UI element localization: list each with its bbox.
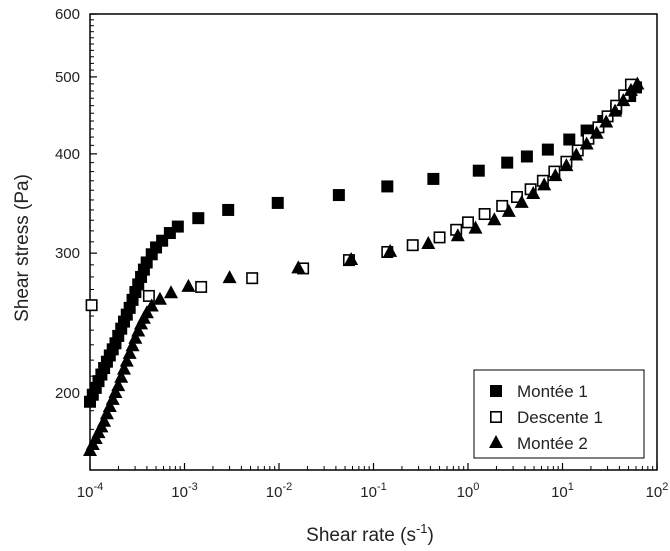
square-marker bbox=[120, 308, 133, 321]
open-square-marker bbox=[406, 239, 419, 252]
triangle-marker bbox=[569, 147, 584, 161]
square-marker bbox=[427, 172, 440, 185]
triangle-marker bbox=[468, 220, 483, 234]
legend-label: Descente 1 bbox=[517, 408, 603, 427]
series-filled-square bbox=[84, 81, 643, 408]
triangle-marker bbox=[122, 345, 137, 359]
y-tick-labels: 200 300 400 500 600 bbox=[55, 6, 80, 402]
y-tick-label: 400 bbox=[55, 146, 80, 163]
triangle-marker bbox=[139, 305, 154, 319]
y-tick-label: 200 bbox=[55, 385, 80, 402]
triangle-marker bbox=[383, 243, 398, 257]
triangle-marker bbox=[487, 212, 502, 226]
square-marker bbox=[472, 164, 485, 177]
triangle-marker bbox=[119, 353, 134, 367]
square-marker bbox=[171, 220, 184, 233]
triangle-marker bbox=[152, 291, 167, 305]
triangle-marker bbox=[450, 228, 465, 242]
open-square-marker bbox=[246, 272, 259, 285]
legend-label: Montée 2 bbox=[517, 434, 588, 453]
triangle-marker bbox=[608, 103, 623, 117]
triangle-marker bbox=[589, 125, 604, 139]
triangle-marker bbox=[501, 203, 516, 217]
series-open-square bbox=[85, 78, 637, 312]
square-marker bbox=[501, 156, 514, 169]
square-marker bbox=[580, 124, 593, 137]
square-marker bbox=[520, 150, 533, 163]
triangle-marker bbox=[108, 384, 123, 398]
triangle-marker bbox=[114, 369, 129, 383]
triangle-marker bbox=[144, 298, 159, 312]
legend: Montée 1 Descente 1 Montée 2 bbox=[473, 369, 645, 459]
open-square-marker bbox=[461, 216, 474, 229]
open-square-marker bbox=[433, 231, 446, 244]
triangle-marker bbox=[164, 285, 179, 299]
triangle-marker bbox=[599, 114, 614, 128]
open-square-marker bbox=[496, 199, 509, 212]
triangle-marker bbox=[131, 323, 146, 337]
triangle-marker bbox=[344, 252, 359, 266]
triangle-marker bbox=[630, 76, 645, 90]
x-tick-label: 10-3 bbox=[171, 481, 197, 501]
square-marker bbox=[222, 203, 235, 216]
triangle-marker bbox=[111, 378, 126, 392]
triangle-marker bbox=[181, 278, 196, 292]
data-markers bbox=[83, 76, 645, 457]
y-axis-title: Shear stress (Pa) bbox=[12, 174, 33, 322]
x-tick-label: 10-4 bbox=[77, 481, 103, 501]
triangle-marker bbox=[526, 186, 541, 200]
open-square-marker bbox=[478, 208, 491, 221]
triangle-marker bbox=[97, 413, 112, 427]
triangle-marker bbox=[514, 194, 529, 208]
triangle-marker bbox=[421, 235, 436, 249]
triangle-marker bbox=[125, 338, 140, 352]
triangle-marker bbox=[117, 361, 132, 375]
open-square-marker bbox=[85, 299, 98, 312]
triangle-marker bbox=[99, 406, 114, 420]
triangle-marker bbox=[537, 177, 552, 191]
triangle-marker bbox=[222, 270, 237, 284]
y-tick-label: 600 bbox=[55, 6, 80, 23]
x-tick-label: 10-2 bbox=[266, 481, 292, 501]
triangle-marker bbox=[489, 434, 503, 448]
legend-box bbox=[473, 369, 645, 459]
triangle-marker bbox=[128, 330, 143, 344]
triangle-marker bbox=[105, 391, 120, 405]
open-square-marker bbox=[142, 289, 155, 302]
x-tick-label: 100 bbox=[457, 481, 480, 501]
triangle-marker bbox=[579, 136, 594, 150]
square-marker bbox=[192, 212, 205, 225]
x-axis-title-exponent: -1 bbox=[416, 521, 428, 536]
triangle-marker bbox=[548, 168, 563, 182]
square-marker bbox=[563, 133, 576, 146]
y-tick-label: 500 bbox=[55, 69, 80, 86]
square-marker bbox=[541, 143, 554, 156]
x-axis-title-main: Shear rate (s bbox=[306, 525, 416, 546]
x-tick-label: 10-1 bbox=[360, 481, 386, 501]
y-tick-label: 300 bbox=[55, 245, 80, 262]
triangle-marker bbox=[616, 93, 631, 107]
triangle-marker bbox=[291, 260, 306, 274]
square-marker bbox=[271, 196, 284, 209]
triangle-marker bbox=[102, 399, 117, 413]
x-tick-label: 101 bbox=[551, 481, 574, 501]
x-axis-title-suffix: ) bbox=[428, 525, 434, 546]
square-marker bbox=[490, 385, 502, 397]
plot-axes bbox=[89, 13, 658, 471]
square-marker bbox=[332, 189, 345, 202]
open-square-marker bbox=[195, 280, 208, 293]
legend-label: Montée 1 bbox=[517, 382, 588, 401]
triangle-marker bbox=[559, 158, 574, 172]
x-axis-title: Shear rate (s-1) bbox=[306, 521, 434, 546]
x-tick-label: 102 bbox=[646, 481, 669, 501]
square-marker bbox=[381, 180, 394, 193]
open-square-marker bbox=[489, 410, 502, 423]
x-tick-labels: 10-4 10-3 10-2 10-1 100 101 102 bbox=[77, 481, 669, 501]
series-filled-triangle bbox=[83, 76, 645, 457]
